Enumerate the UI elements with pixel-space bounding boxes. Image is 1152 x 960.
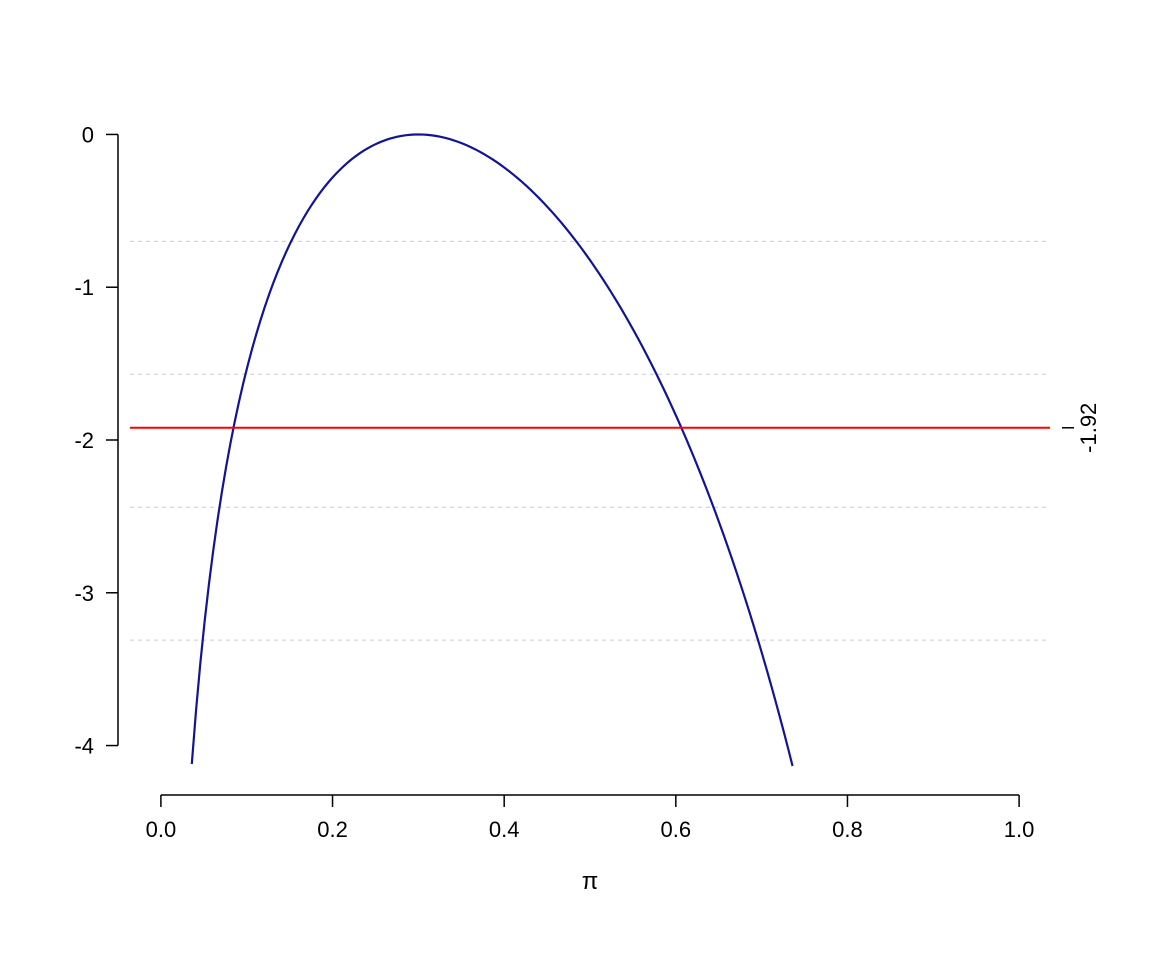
curve-layer [192, 134, 793, 766]
x-tick-label: 0.6 [661, 817, 692, 842]
y-axis: 0 -1 -2 -3 -4 [74, 122, 118, 758]
y-tick-label: -2 [74, 428, 94, 453]
x-tick-label: 0.4 [489, 817, 520, 842]
y-tick-label: 0 [82, 122, 94, 147]
x-tick-label: 0.2 [317, 817, 348, 842]
x-axis: 0.0 0.2 0.4 0.6 0.8 1.0 [146, 795, 1035, 842]
x-axis-label: π [582, 868, 599, 895]
y-tick-label: -4 [74, 734, 94, 759]
x-tick-label: 1.0 [1004, 817, 1035, 842]
x-tick-label: 0.0 [146, 817, 177, 842]
reference-line-label: -1.92 [1076, 403, 1101, 453]
y-tick-label: -1 [74, 275, 94, 300]
grid-layer [130, 241, 1050, 640]
likelihood-curve [192, 134, 793, 766]
right-axis: -1.92 [1062, 403, 1101, 453]
chart-svg: 0.0 0.2 0.4 0.6 0.8 1.0 0 -1 -2 -3 -4 -1.92 π [0, 0, 1152, 960]
x-tick-label: 0.8 [832, 817, 863, 842]
y-tick-label: -3 [74, 581, 94, 606]
chart-container: 0.0 0.2 0.4 0.6 0.8 1.0 0 -1 -2 -3 -4 -1.92 π [0, 0, 1152, 960]
